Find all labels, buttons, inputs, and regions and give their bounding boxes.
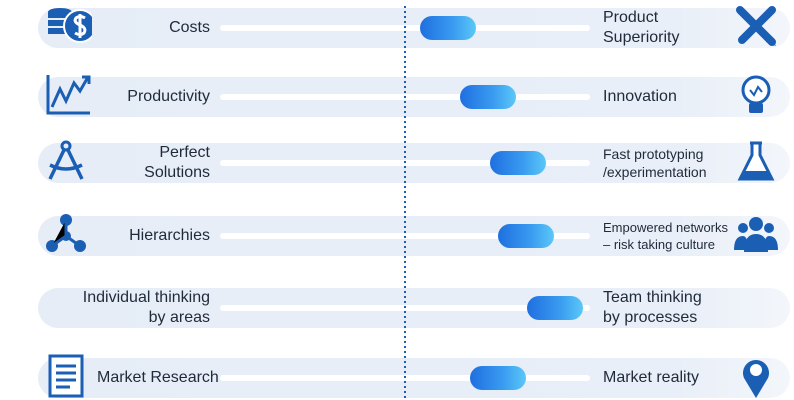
slider-knob: [498, 224, 554, 248]
right-label: Innovation: [603, 87, 677, 107]
label-line: Market reality: [603, 369, 700, 386]
label-line: Perfect: [159, 144, 210, 161]
label-line: Productivity: [127, 88, 210, 105]
slider-knob: [460, 85, 516, 109]
icon: [48, 8, 92, 43]
label-line: /experimentation: [603, 164, 707, 180]
icon: [736, 6, 776, 46]
icon: [743, 360, 769, 398]
right-label: Team thinking by processes: [603, 288, 702, 328]
label-line: Individual thinking: [82, 289, 210, 306]
icon: [741, 75, 771, 113]
label-line: Hierarchies: [129, 227, 210, 244]
label-line: Superiority: [603, 29, 680, 46]
label-line: Innovation: [603, 88, 677, 105]
right-label: Fast prototyping/experimentation: [603, 145, 707, 181]
label-line: Market Research: [97, 369, 219, 386]
icon: [48, 140, 84, 180]
icon: [734, 217, 778, 252]
left-label: Perfect Solutions: [144, 143, 210, 183]
slider-knob: [420, 16, 476, 40]
label-line: by processes: [603, 309, 698, 326]
left-label: Hierarchies: [129, 226, 210, 246]
icon: [737, 141, 775, 181]
right-label: Product Superiority: [603, 8, 679, 48]
label-line: Fast prototyping: [603, 146, 704, 162]
label-line: Empowered networks: [603, 220, 728, 235]
left-label: Costs: [169, 18, 210, 38]
label-line: Product: [603, 9, 659, 26]
icon: [46, 75, 91, 115]
slider-knob: [527, 296, 583, 320]
left-label: Individual thinking by areas: [83, 288, 210, 328]
left-label: Market Research: [97, 368, 219, 388]
label-line: – risk taking culture: [603, 237, 715, 252]
label-line: Costs: [169, 19, 210, 36]
label-line: Team thinking: [603, 289, 702, 306]
right-label: Market reality: [603, 368, 699, 388]
label-line: by areas: [148, 309, 210, 326]
icon: [46, 214, 86, 252]
slider-knob: [470, 366, 526, 390]
label-line: Solutions: [144, 164, 210, 181]
icon: [48, 354, 84, 398]
left-label: Productivity: [127, 87, 210, 107]
right-label: Empowered networks – risk taking culture: [603, 219, 728, 253]
slider-knob: [490, 151, 546, 175]
